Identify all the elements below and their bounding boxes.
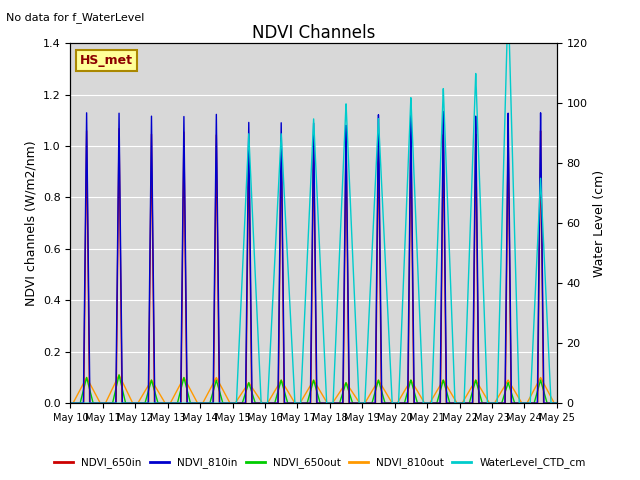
Legend: NDVI_650in, NDVI_810in, NDVI_650out, NDVI_810out, WaterLevel_CTD_cm: NDVI_650in, NDVI_810in, NDVI_650out, NDV… bbox=[50, 453, 590, 472]
Y-axis label: NDVI channels (W/m2/nm): NDVI channels (W/m2/nm) bbox=[24, 140, 37, 306]
Text: No data for f_WaterLevel: No data for f_WaterLevel bbox=[6, 12, 145, 23]
Title: NDVI Channels: NDVI Channels bbox=[252, 24, 375, 42]
Text: HS_met: HS_met bbox=[80, 54, 133, 67]
Y-axis label: Water Level (cm): Water Level (cm) bbox=[593, 169, 606, 277]
